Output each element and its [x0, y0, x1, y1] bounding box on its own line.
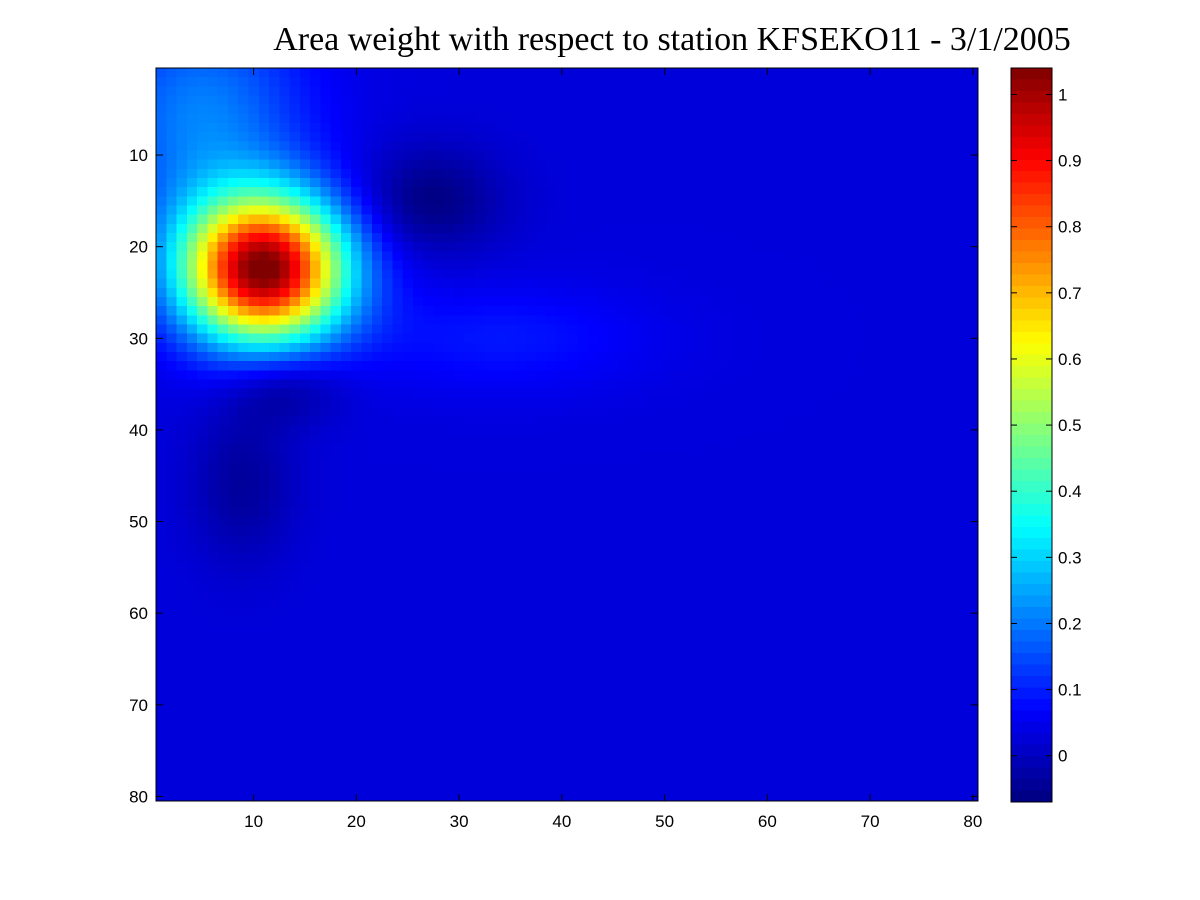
y-axis: 10 20 30 40 50 60 70 80 [129, 146, 978, 806]
y-tick-label: 50 [129, 513, 148, 532]
y-tick-label: 70 [129, 696, 148, 715]
colorbar-tick-label: 0 [1058, 747, 1067, 766]
plot-frame [155, 67, 979, 802]
colorbar: 0 0.1 0.2 0.3 0.4 0.5 0.6 0.7 0.8 0.9 1 [1010, 67, 1082, 803]
y-tick-label: 60 [129, 604, 148, 623]
x-tick-label: 70 [861, 812, 880, 831]
x-tick-label: 20 [347, 812, 366, 831]
x-tick-label: 10 [244, 812, 263, 831]
plot-area [155, 67, 979, 802]
y-tick-label: 40 [129, 421, 148, 440]
y-tick-label: 10 [129, 146, 148, 165]
colorbar-tick-label: 0.8 [1058, 218, 1082, 237]
x-axis: 10 20 30 40 50 60 70 80 [244, 68, 982, 831]
x-tick-label: 80 [963, 812, 982, 831]
colorbar-ticks: 0 0.1 0.2 0.3 0.4 0.5 0.6 0.7 0.8 0.9 1 [1011, 85, 1082, 766]
colorbar-tick-label: 0.6 [1058, 350, 1082, 369]
colorbar-tick-label: 0.4 [1058, 482, 1082, 501]
x-tick-label: 30 [450, 812, 469, 831]
colorbar-gradient [1011, 68, 1052, 802]
x-tick-label: 40 [552, 812, 571, 831]
x-tick-label: 60 [758, 812, 777, 831]
colorbar-frame [1010, 67, 1053, 803]
chart-title: Area weight with respect to station KFSE… [273, 21, 1071, 58]
y-tick-label: 30 [129, 329, 148, 348]
colorbar-tick-label: 0.9 [1058, 152, 1082, 171]
heatmap-image [156, 68, 978, 801]
colorbar-tick-label: 0.1 [1058, 681, 1082, 700]
colorbar-tick-label: 0.3 [1058, 548, 1082, 567]
y-tick-label: 20 [129, 238, 148, 257]
colorbar-tick-label: 0.7 [1058, 284, 1082, 303]
x-tick-label: 50 [655, 812, 674, 831]
colorbar-tick-label: 0.5 [1058, 416, 1082, 435]
colorbar-tick-label: 0.2 [1058, 614, 1082, 633]
y-tick-label: 80 [129, 787, 148, 806]
colorbar-tick-label: 1 [1058, 85, 1067, 104]
